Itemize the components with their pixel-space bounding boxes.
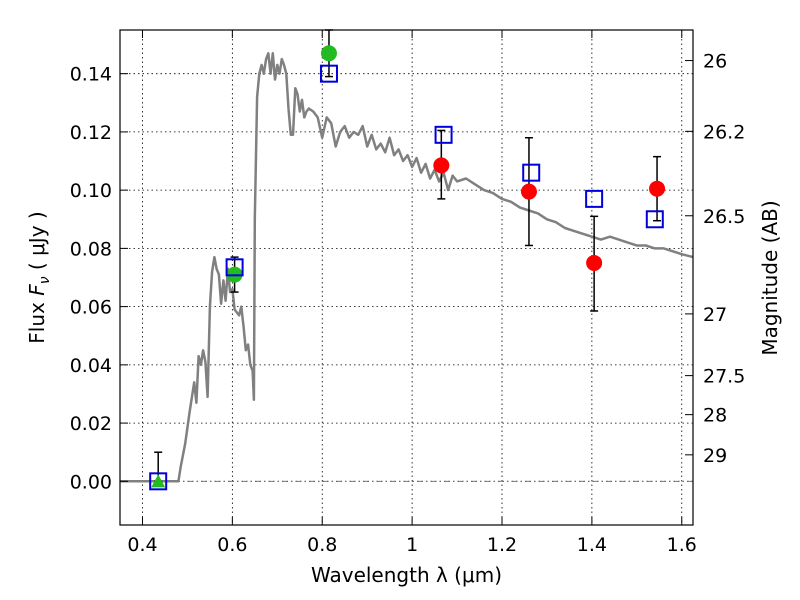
y-axis-title: Flux Fν ( μJy ) xyxy=(25,211,53,343)
right-axis-title: Magnitude (AB) xyxy=(758,200,782,355)
model-point-square xyxy=(645,210,664,229)
y-axis-title-suffix: ( μJy ) xyxy=(25,211,49,276)
x-axis-title: Wavelength λ (μm) xyxy=(311,563,502,587)
y-tick-label: 0.08 xyxy=(70,238,112,260)
data-point-circle xyxy=(433,157,450,174)
data-point-circle xyxy=(649,180,666,197)
x-tick-label: 1.4 xyxy=(577,534,607,556)
model-point-square xyxy=(225,258,244,277)
x-tick-label: 1.6 xyxy=(667,534,697,556)
data-markers xyxy=(149,45,666,491)
x-tick-label: 1 xyxy=(406,534,418,556)
axis-ticks: 0.4 0.6 0.8 1 1.2 1.4 1.6 0.00 0.02 0.04 0.06 0.08 0… xyxy=(70,30,745,556)
y-tick-label: 0.14 xyxy=(70,64,112,86)
plot-frame xyxy=(119,29,694,526)
right-tick-label: 26 xyxy=(703,51,727,73)
y-tick-label: 0.12 xyxy=(70,122,112,144)
model-point-square xyxy=(149,472,168,491)
model-point-square xyxy=(522,163,541,182)
right-tick-label: 26.2 xyxy=(703,121,745,143)
y-axis-title-symbol: F xyxy=(25,284,49,296)
y-tick-label: 0.04 xyxy=(70,355,112,377)
y-tick-label: 0.00 xyxy=(70,471,112,493)
model-point-square xyxy=(319,64,338,83)
right-tick-label: 27 xyxy=(703,304,727,326)
y-tick-label: 0.10 xyxy=(70,180,112,202)
y-axis-title-subscript: ν xyxy=(37,276,53,284)
data-point-circle xyxy=(520,183,537,200)
right-tick-label: 29 xyxy=(703,445,727,467)
error-bars xyxy=(154,29,662,483)
right-tick-label: 27.5 xyxy=(703,366,745,388)
y-axis-title-prefix: Flux xyxy=(25,296,49,344)
upper-limit-triangle xyxy=(151,474,166,488)
x-tick-label: 1.2 xyxy=(487,534,517,556)
x-tick-label: 0.6 xyxy=(217,534,247,556)
x-tick-label: 0.4 xyxy=(127,534,157,556)
y-tick-label: 0.02 xyxy=(70,413,112,435)
right-tick-label: 28 xyxy=(703,405,727,427)
model-point-square xyxy=(585,189,604,208)
sed-curve-line xyxy=(120,52,694,483)
grid-lines xyxy=(120,30,693,525)
data-point-circle xyxy=(320,45,337,62)
right-tick-label: 26.5 xyxy=(703,206,745,228)
data-point-circle xyxy=(586,254,603,271)
y-tick-label: 0.06 xyxy=(70,297,112,319)
sed-curve-group xyxy=(120,52,694,483)
model-point-square xyxy=(434,125,453,144)
x-tick-label: 0.8 xyxy=(307,534,337,556)
